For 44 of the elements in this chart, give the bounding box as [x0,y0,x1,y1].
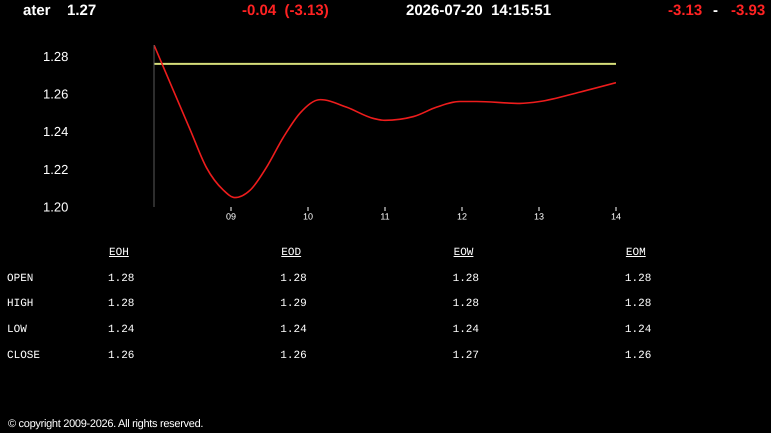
text: - [713,2,718,19]
x-tick-label: 14 [610,211,622,222]
data-label: 1.26 [280,350,307,363]
data-label: 1.28 [624,272,652,286]
text: © copyright 2009-2026. All rights reserved. [8,418,204,431]
data-label: 1.24 [280,324,307,337]
data-label: 1.28 [452,298,479,312]
data-label: 1.27 [452,350,479,363]
text: -3.13 [668,2,702,19]
data-label: 1.28 [452,272,479,286]
text: 1.27 [67,2,96,19]
category-label: EOH [109,246,129,260]
x-tick-label: 12 [456,211,468,222]
y-tick-label: 1.26 [43,86,68,102]
data-label: 1.24 [624,324,652,337]
y-tick-label: 1.28 [43,48,68,64]
line-series [154,45,616,198]
text: OPEN [7,272,34,286]
text: -0.04 (-3.13) [242,2,329,19]
text: HIGH [7,298,34,312]
text: -3.93 [731,2,766,19]
text: CLOSE [7,350,40,363]
x-tick-label: 13 [534,211,544,222]
data-label: 1.28 [108,298,134,312]
data-label: 1.26 [108,350,134,363]
x-tick-label: 09 [226,211,236,222]
data-label: 1.28 [624,298,652,312]
text: LOW [7,324,27,337]
chart-title: ater [23,2,51,19]
data-label: 1.24 [108,324,134,337]
y-tick-label: 1.24 [43,124,68,140]
y-tick-label: 1.20 [43,200,68,215]
data-label: 1.24 [452,324,479,337]
x-tick-label: 10 [302,211,314,222]
data-label: 1.28 [108,272,134,286]
category-label: EOW [454,246,474,260]
x-tick-label: 11 [380,211,390,222]
category-label: EOD [281,246,302,260]
category-label: EOM [626,246,646,260]
y-tick-label: 1.22 [43,162,68,177]
data-label: 1.28 [280,272,307,286]
data-label: 1.26 [624,350,652,363]
text: 2026-07-20 14:15:51 [406,2,552,19]
data-label: 1.29 [280,298,307,312]
